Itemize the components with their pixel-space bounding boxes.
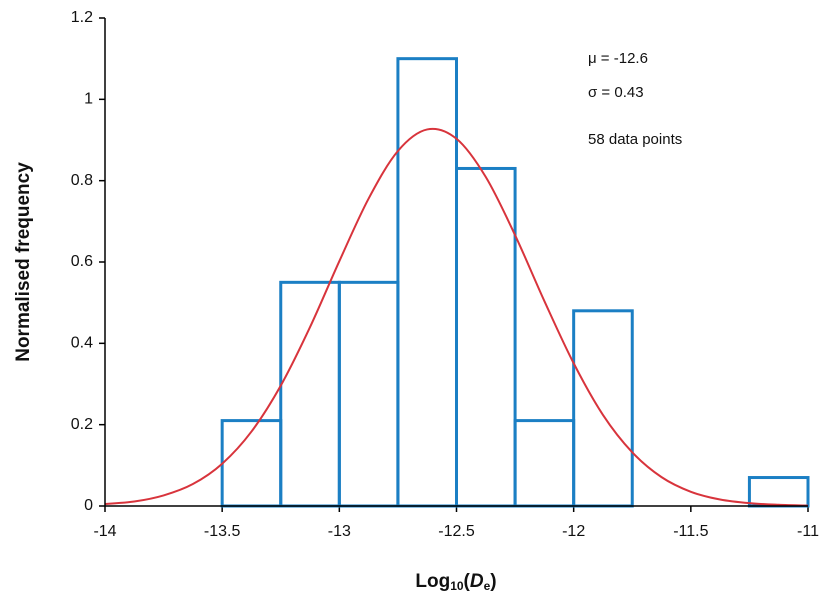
annotation: 58 data points — [588, 131, 682, 148]
y-axis-label: Normalised frequency — [13, 162, 34, 362]
x-label-part: Log — [415, 571, 450, 592]
bar — [337, 280, 400, 508]
annotation: μ = -12.6 — [588, 50, 648, 67]
x-tick-label: -12 — [562, 523, 585, 540]
bar — [572, 309, 634, 508]
y-tick-label: 0.6 — [71, 253, 93, 270]
y-tick-label: 0.4 — [71, 335, 93, 352]
x-label-part: ( — [464, 571, 471, 592]
bar — [455, 166, 517, 508]
x-tick-label: -12.5 — [438, 523, 475, 540]
annotation: σ = 0.43 — [588, 84, 644, 101]
y-tick-label: 1 — [84, 91, 93, 108]
x-label-part: ) — [490, 571, 496, 592]
x-tick-label: -11.5 — [673, 523, 708, 540]
y-tick-label: 0.2 — [71, 416, 93, 433]
y-tick-label: 1.2 — [71, 9, 93, 26]
x-label-part: 10 — [450, 579, 464, 593]
x-tick-label: -14 — [93, 523, 116, 540]
x-label-part: e — [484, 579, 491, 593]
bar — [396, 57, 458, 508]
x-tick-label: -13 — [328, 523, 351, 540]
x-tick-label: -11 — [797, 523, 819, 540]
bar — [220, 419, 283, 508]
bar — [747, 476, 810, 508]
y-tick-label: 0 — [84, 497, 93, 514]
curve — [104, 127, 809, 507]
x-tick-label: -13.5 — [204, 523, 241, 540]
x-axis-label: Log10(De) — [415, 571, 496, 593]
bar — [279, 280, 341, 508]
y-tick-label: 0.8 — [71, 172, 93, 189]
bar — [513, 419, 576, 508]
x-label-part: D — [470, 571, 484, 592]
